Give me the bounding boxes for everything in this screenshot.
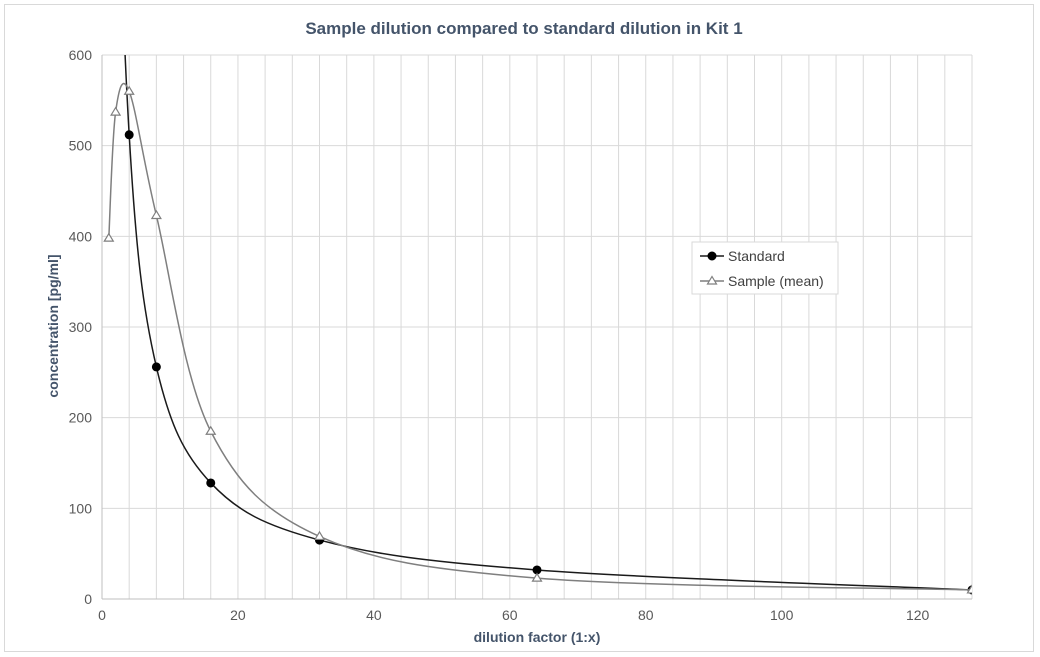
- legend: Standard Sample (mean): [691, 241, 839, 295]
- y-tick-label: 600: [69, 47, 93, 63]
- data-point: [205, 425, 217, 435]
- x-tick-label: 60: [502, 607, 518, 623]
- series-sample: [103, 83, 972, 594]
- y-tick-label: 0: [84, 591, 92, 607]
- legend-label-standard: Standard: [728, 248, 785, 264]
- x-tick-label: 100: [770, 607, 794, 623]
- data-point: [103, 232, 115, 242]
- legend-box: [691, 241, 839, 295]
- legend-label-sample: Sample (mean): [728, 273, 824, 289]
- data-point: [124, 130, 134, 140]
- axes: 0 20 40 60 80 100 120 0 100 200 300 400 500 600: [69, 47, 972, 623]
- y-tick-label: 100: [69, 500, 93, 516]
- x-tick-label: 20: [230, 607, 246, 623]
- grid: [102, 54, 973, 599]
- y-axis-title: concentration [pg/ml]: [45, 254, 61, 397]
- x-tick-label: 120: [906, 607, 930, 623]
- legend-marker-standard: [707, 251, 717, 261]
- data-point: [150, 209, 162, 220]
- y-tick-label: 300: [69, 319, 93, 335]
- legend-marker-sample: [706, 275, 718, 285]
- y-tick-label: 500: [69, 138, 93, 154]
- chart-frame: [4, 4, 1034, 652]
- x-tick-label: 40: [366, 607, 382, 623]
- y-tick-label: 400: [69, 228, 93, 244]
- data-point: [313, 530, 326, 541]
- legend-item-sample: Sample (mean): [700, 273, 824, 289]
- x-tick-label: 0: [98, 607, 106, 623]
- data-point: [151, 362, 161, 372]
- chart-title: Sample dilution compared to standard dil…: [305, 19, 742, 38]
- data-point: [110, 106, 122, 116]
- series-layer: [103, 55, 972, 595]
- data-point: [966, 584, 972, 594]
- data-point: [531, 572, 543, 582]
- x-tick-label: 80: [638, 607, 654, 623]
- legend-item-standard: Standard: [700, 248, 785, 264]
- x-axis-title: dilution factor (1:x): [474, 629, 601, 645]
- data-point: [206, 478, 216, 488]
- y-tick-label: 200: [69, 410, 93, 426]
- series-standard: [124, 55, 972, 595]
- data-point: [123, 85, 135, 95]
